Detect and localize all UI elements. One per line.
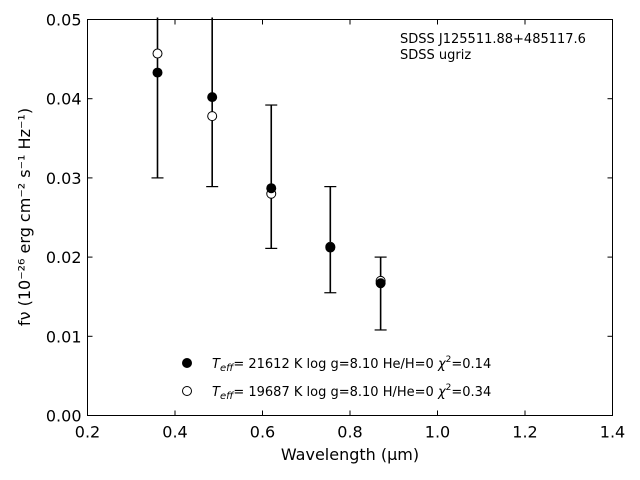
annotation-survey: SDSS ugriz: [400, 48, 471, 63]
observed-point: [375, 278, 386, 289]
y-tick-label: 0.03: [46, 169, 82, 188]
legend: Teff= 21612 K log g=8.10 He/H=0 χ2=0.14 …: [182, 355, 491, 402]
legend-label-model: Teff= 19687 K log g=8.10 H/He=0 χ2=0.34: [212, 383, 491, 402]
y-tick-label: 0.02: [46, 248, 82, 267]
x-tick-label: 1.4: [600, 423, 625, 442]
legend-entry-observed: Teff= 21612 K log g=8.10 He/H=0 χ2=0.14: [182, 355, 491, 374]
observed-point: [325, 242, 336, 253]
x-tick-label: 0.4: [162, 423, 187, 442]
x-tick-label: 0.6: [250, 423, 275, 442]
y-tick-label: 0.04: [46, 90, 82, 109]
legend-marker-filled: [182, 358, 192, 368]
observed-point: [266, 183, 277, 194]
observed-point: [207, 92, 218, 103]
legend-marker-open: [182, 386, 192, 396]
y-tick-label: 0.01: [46, 327, 82, 346]
x-tick-label: 0.2: [75, 423, 100, 442]
x-axis-label: Wavelength (μm): [281, 445, 419, 464]
x-tick-label: 1.0: [425, 423, 450, 442]
plot-area: [151, 17, 387, 331]
model-point: [152, 48, 163, 59]
observed-point: [152, 67, 163, 78]
x-tick-label: 0.8: [337, 423, 362, 442]
y-tick-label: 0.05: [46, 11, 82, 30]
y-axis-label: fν (10⁻²⁶ erg cm⁻² s⁻¹ Hz⁻¹): [15, 108, 34, 326]
y-axis: 0.00 0.01 0.02 0.03 0.04 0.05: [46, 11, 613, 426]
model-point: [207, 111, 218, 122]
x-tick-label: 1.2: [512, 423, 537, 442]
x-axis: 0.2 0.4 0.6 0.8 1.0 1.2 1.4: [75, 19, 625, 442]
annotation-object-name: SDSS J125511.88+485117.6: [400, 32, 586, 47]
y-tick-label: 0.00: [46, 407, 82, 426]
legend-label-observed: Teff= 21612 K log g=8.10 He/H=0 χ2=0.14: [212, 355, 491, 374]
legend-entry-model: Teff= 19687 K log g=8.10 H/He=0 χ2=0.34: [182, 383, 491, 402]
